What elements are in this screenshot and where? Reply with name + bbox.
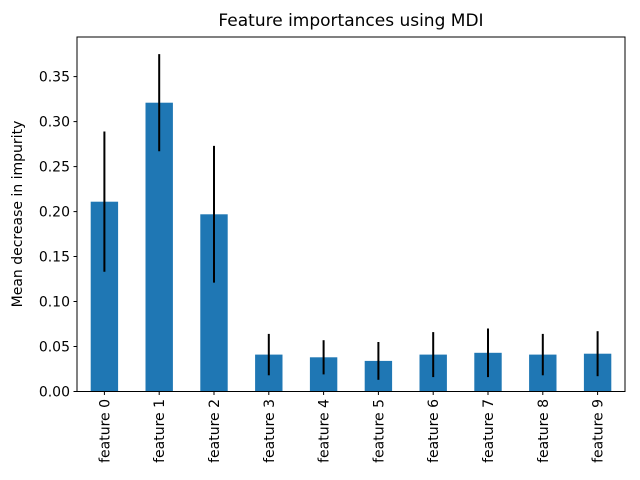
x-tick-label: feature 9 — [591, 399, 607, 463]
chart-title: Feature importances using MDI — [218, 11, 483, 31]
x-tick-label: feature 3 — [262, 399, 278, 463]
x-tick-label: feature 5 — [371, 399, 387, 463]
axes-spines — [76, 36, 626, 392]
y-tick-label: 0.25 — [39, 160, 70, 176]
x-tick-label: feature 1 — [152, 399, 168, 463]
y-tick-label: 0.00 — [39, 385, 70, 401]
plot-area: 0.00 0.05 0.10 0.15 0.20 0.25 0.30 0.35 feature … — [39, 36, 626, 463]
y-tick-label: 0.15 — [39, 250, 70, 266]
y-tick-label: 0.30 — [39, 115, 70, 131]
x-tick-label: feature 7 — [481, 399, 497, 463]
x-tick-label: feature 4 — [317, 399, 333, 463]
x-tick-label: feature 6 — [426, 399, 442, 463]
y-tick-label: 0.35 — [39, 70, 70, 86]
x-tick-label: feature 2 — [207, 399, 223, 463]
y-tick-label: 0.05 — [39, 340, 70, 356]
x-tick-label: feature 0 — [97, 399, 113, 463]
y-tick-label: 0.10 — [39, 295, 70, 311]
y-axis-label: Mean decrease in impurity — [10, 121, 26, 308]
y-tick-label: 0.20 — [39, 205, 70, 221]
x-tick-label: feature 8 — [536, 399, 552, 463]
